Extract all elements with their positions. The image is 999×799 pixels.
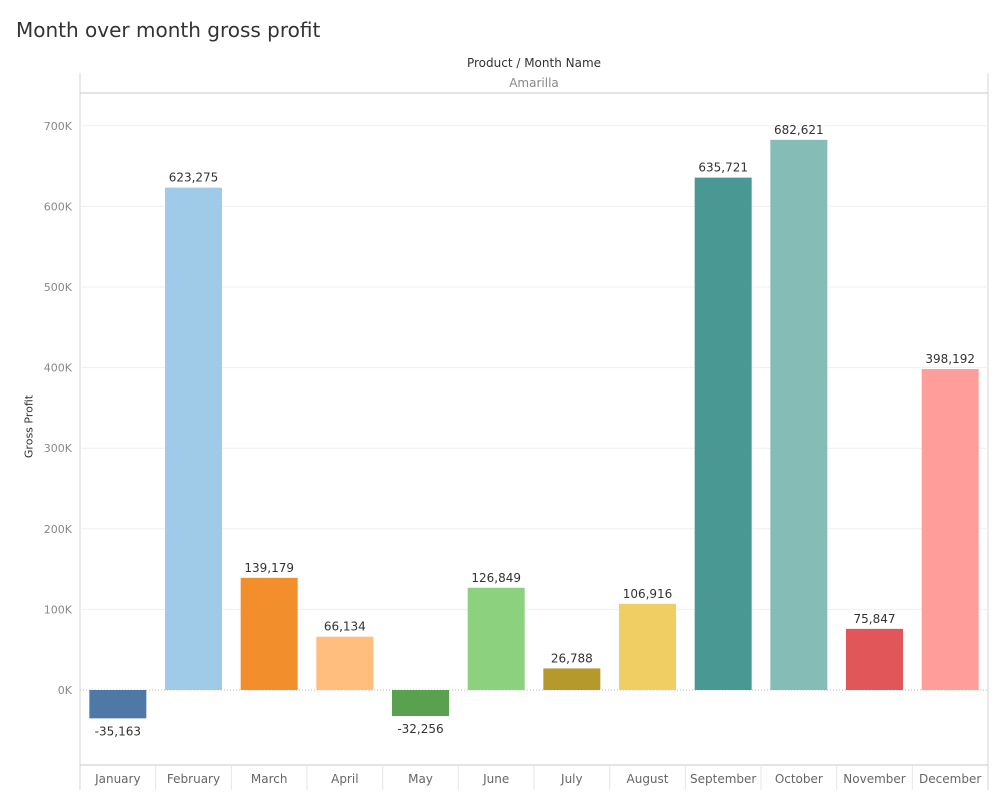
data-label-october: 682,621 bbox=[774, 123, 824, 137]
y-tick-label: 700K bbox=[44, 120, 73, 133]
y-tick-label: 500K bbox=[44, 281, 73, 294]
y-axis-ticks: 0K 100K 200K 300K 400K 500K 600K 700K bbox=[44, 120, 73, 697]
panel-header-label: Amarilla bbox=[509, 76, 559, 90]
y-tick-label: 600K bbox=[44, 200, 73, 213]
x-category-label: May bbox=[408, 772, 433, 786]
data-label-march: 139,179 bbox=[244, 561, 294, 575]
x-category-label: March bbox=[251, 772, 288, 786]
data-label-september: 635,721 bbox=[698, 161, 748, 175]
bar-april bbox=[316, 636, 374, 690]
data-label-june: 126,849 bbox=[471, 571, 521, 585]
bar-march bbox=[240, 577, 298, 690]
bar-june bbox=[467, 587, 525, 690]
x-category-label: October bbox=[775, 772, 823, 786]
bar-november bbox=[846, 628, 903, 690]
x-category-label: December bbox=[919, 772, 981, 786]
x-category-label: September bbox=[690, 772, 756, 786]
bar-january bbox=[89, 690, 147, 719]
y-tick-label: 0K bbox=[58, 684, 73, 697]
x-category-label: November bbox=[843, 772, 905, 786]
data-labels: -35,163 623,275 139,179 66,134 -32,256 126,84… bbox=[95, 123, 975, 739]
bar-august bbox=[619, 603, 676, 690]
y-tick-label: 200K bbox=[44, 523, 73, 536]
y-tick-label: 300K bbox=[44, 442, 73, 455]
chart-title: Month over month gross profit bbox=[16, 18, 321, 42]
bar-december bbox=[921, 369, 979, 690]
bar-february bbox=[165, 187, 222, 690]
x-category-label: August bbox=[627, 772, 669, 786]
x-category-label: July bbox=[560, 772, 583, 786]
x-category-label: February bbox=[167, 772, 220, 786]
data-label-august: 106,916 bbox=[623, 587, 673, 601]
bar-october bbox=[770, 139, 828, 690]
data-label-january: -35,163 bbox=[95, 724, 141, 738]
y-tick-label: 400K bbox=[44, 362, 73, 375]
data-label-april: 66,134 bbox=[324, 620, 366, 634]
data-label-december: 398,192 bbox=[925, 352, 975, 366]
data-label-july: 26,788 bbox=[551, 651, 593, 665]
data-label-november: 75,847 bbox=[854, 612, 896, 626]
gridlines bbox=[80, 125, 988, 691]
bar-september bbox=[694, 177, 752, 690]
bar-july bbox=[543, 668, 601, 690]
x-axis-categories: January February March April May June July Augu… bbox=[94, 765, 981, 790]
x-category-label: June bbox=[482, 772, 509, 786]
data-label-february: 623,275 bbox=[169, 171, 219, 185]
x-category-label: January bbox=[94, 772, 141, 786]
column-header-label: Product / Month Name bbox=[466, 56, 602, 70]
bar-may bbox=[392, 690, 449, 716]
x-category-label: April bbox=[331, 772, 358, 786]
data-label-may: -32,256 bbox=[397, 722, 443, 736]
y-tick-label: 100K bbox=[44, 603, 73, 616]
bars bbox=[89, 139, 979, 719]
